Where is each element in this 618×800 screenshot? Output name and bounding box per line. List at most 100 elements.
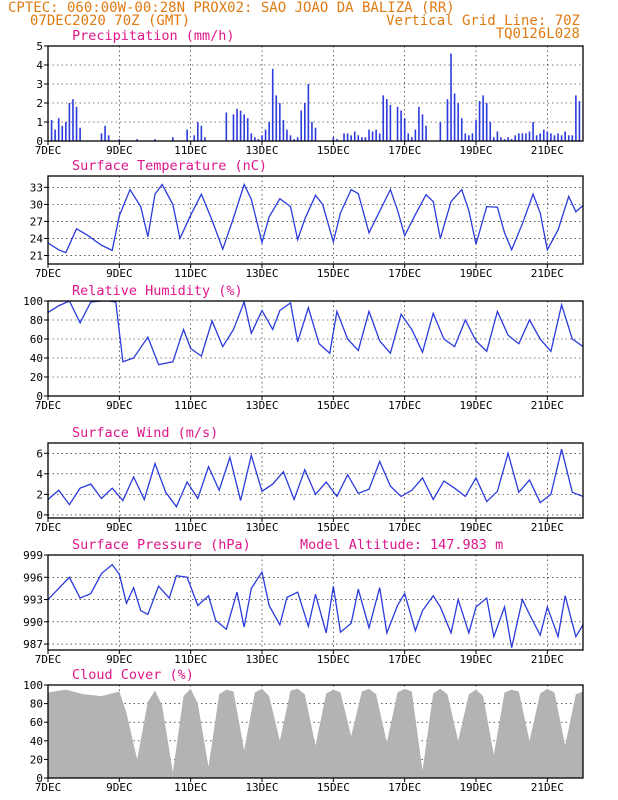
x-tick-label: 21DEC	[531, 399, 564, 412]
precip-bar	[403, 118, 406, 141]
x-tick-label: 9DEC	[106, 267, 133, 280]
precip-bar	[478, 101, 481, 141]
precip-bar	[0, 137, 2, 141]
x-tick-label: 15DEC	[317, 144, 350, 157]
y-tick-label: 0	[36, 390, 43, 403]
x-tick-label: 7DEC	[35, 267, 62, 280]
precip-bar	[254, 137, 256, 141]
precip-bar	[246, 118, 249, 141]
x-tick-label: 13DEC	[245, 399, 278, 412]
panel-title: Relative Humidity (%)	[72, 283, 243, 299]
x-tick-label: 15DEC	[317, 399, 350, 412]
precip-bar	[368, 129, 370, 141]
precip-bar	[239, 110, 242, 141]
precip-bar	[557, 133, 559, 141]
precip-bar	[364, 137, 367, 141]
precip-bar	[514, 135, 517, 141]
x-tick-label: 21DEC	[531, 267, 564, 280]
precip-bar	[250, 133, 253, 141]
x-tick-label: 9DEC	[106, 521, 133, 534]
precip-bar	[546, 131, 549, 141]
precip-bar	[257, 139, 260, 141]
precip-bar	[550, 133, 552, 141]
precip-bar	[446, 99, 449, 141]
x-tick-label: 9DEC	[106, 653, 133, 666]
panel-1: 21 24 27 30 33 7DEC 9DEC 11DEC 13DEC 15DEC 17DEC 19…	[30, 158, 584, 280]
precip-bar	[471, 133, 474, 141]
x-tick-label: 13DEC	[245, 781, 278, 794]
precip-bar	[343, 133, 345, 141]
precip-bar	[286, 129, 288, 141]
precip-bar	[100, 133, 103, 141]
precip-bar	[475, 120, 477, 141]
precip-bar	[68, 103, 71, 141]
precip-bar	[314, 127, 317, 141]
precip-bar	[539, 133, 541, 141]
x-tick-label: 17DEC	[388, 653, 421, 666]
x-tick-label: 19DEC	[459, 521, 492, 534]
plot-frame	[47, 175, 584, 265]
x-tick-label: 19DEC	[459, 781, 492, 794]
precip-bar	[567, 135, 570, 141]
header-line-1: CPTEC: 060:00W-00:28N PROX02: SAO JOAO D…	[8, 0, 455, 16]
precip-bar	[386, 99, 388, 141]
x-tick-label: 11DEC	[174, 521, 207, 534]
precip-bar	[382, 95, 385, 141]
precip-bar	[389, 104, 392, 141]
y-tick-label: 4	[36, 59, 43, 72]
precip-bar	[311, 122, 313, 141]
precip-bar	[485, 103, 488, 141]
y-tick-label: 6	[36, 447, 43, 460]
precip-bar	[521, 133, 524, 141]
x-tick-label: 7DEC	[35, 521, 62, 534]
panel-2: 0 20 40 60 80 100 7DEC 9DEC 11DEC 13DEC 15DEC 17DEC…	[23, 283, 584, 412]
precip-bar	[300, 110, 303, 141]
x-tick-label: 19DEC	[459, 144, 492, 157]
x-tick-label: 19DEC	[459, 653, 492, 666]
y-tick-label: 40	[30, 352, 43, 365]
precip-bar	[136, 139, 138, 141]
y-tick-label: 20	[30, 753, 43, 766]
precip-bar	[418, 106, 420, 141]
precip-bar	[236, 108, 238, 141]
precip-bar	[172, 137, 174, 141]
precip-bar	[560, 135, 563, 141]
x-tick-label: 17DEC	[388, 521, 421, 534]
header-model-id: TQ0126L028	[496, 26, 580, 42]
precip-bar	[193, 135, 196, 141]
precip-bar	[275, 95, 278, 141]
y-tick-label: 60	[30, 333, 43, 346]
precip-bar	[564, 131, 566, 141]
panel-subtitle: Model Altitude: 147.983 m	[300, 537, 503, 553]
x-tick-label: 17DEC	[388, 781, 421, 794]
precip-bar	[243, 114, 245, 141]
x-tick-label: 7DEC	[35, 781, 62, 794]
precip-bar	[378, 133, 381, 141]
precip-bar	[525, 133, 527, 141]
precip-bar	[289, 135, 292, 141]
precip-bar	[75, 106, 78, 141]
y-tick-label: 2	[36, 488, 43, 501]
x-tick-label: 17DEC	[388, 144, 421, 157]
series-line	[48, 563, 583, 648]
precip-bar	[542, 129, 545, 141]
precip-bar	[54, 129, 56, 141]
y-tick-label: 33	[30, 181, 43, 194]
series-line	[48, 301, 583, 366]
x-tick-label: 15DEC	[317, 267, 350, 280]
y-tick-label: 999	[23, 549, 43, 562]
x-tick-label: 21DEC	[531, 653, 564, 666]
precip-bar	[282, 120, 285, 141]
precip-bar	[346, 133, 349, 141]
y-tick-label: 3	[36, 78, 43, 91]
series-line	[48, 182, 583, 254]
precip-bar	[496, 131, 499, 141]
precip-bar	[79, 127, 81, 141]
x-tick-label: 19DEC	[459, 267, 492, 280]
precip-bar	[414, 129, 417, 141]
precip-bar	[186, 129, 188, 141]
x-tick-label: 13DEC	[245, 653, 278, 666]
panel-0: 0 1 2 3 4 5 7DEC 9DEC 11DEC 13DEC 15DEC 17DEC 19DEC 2…	[0, 28, 584, 157]
panel-3: 0 2 4 6 7DEC 9DEC 11DEC 13DEC 15DEC 17DEC 19DEC 21D…	[35, 425, 584, 534]
